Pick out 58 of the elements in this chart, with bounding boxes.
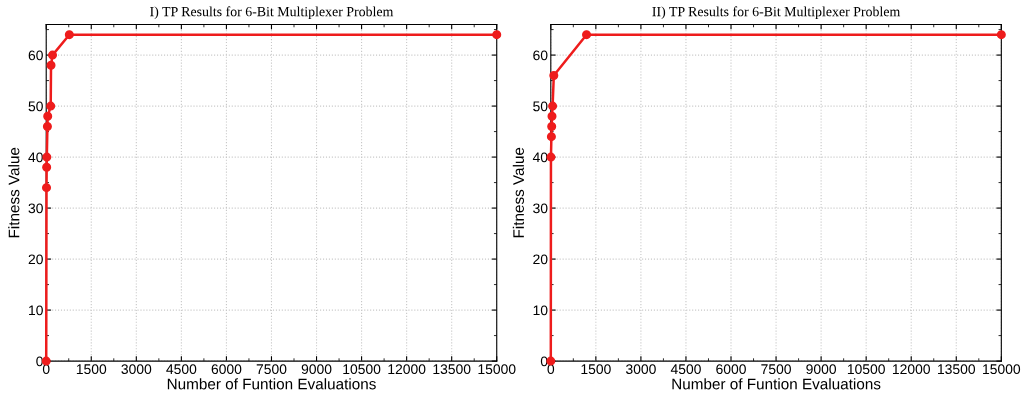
y-tick-label: 60: [28, 50, 43, 61]
point: [996, 30, 1006, 40]
chart-title: II) TP Results for 6-Bit Multiplexer Problem: [652, 6, 901, 20]
x-tick-label: 10500: [343, 364, 381, 375]
y-tick-label: 30: [533, 203, 548, 214]
x-tick-label: 6000: [716, 364, 746, 375]
y-tick-label: 60: [533, 50, 548, 61]
x-tick-label: 9000: [806, 364, 837, 375]
y-tick-label: 0: [540, 356, 548, 367]
y-tick-label: 40: [532, 152, 548, 163]
x-tick-label: 13500: [938, 364, 976, 375]
x-axis-title: Number of Funtion Evaluations: [672, 378, 881, 390]
y-tick-label: 50: [28, 101, 43, 112]
y-axis-title: Fitness Value: [512, 147, 524, 238]
point: [546, 152, 556, 162]
y-tick-label: 40: [28, 152, 43, 163]
y-tick-label: 20: [28, 254, 43, 265]
point: [64, 30, 74, 40]
x-tick-label: 12000: [388, 364, 426, 375]
x-tick-label: 3000: [625, 364, 656, 375]
y-axis-title: Fitness Value: [8, 147, 20, 238]
point: [582, 30, 592, 40]
y-tick-label: 30: [28, 203, 43, 214]
y-tick-label: 20: [533, 254, 548, 265]
point: [48, 50, 58, 60]
y-tick-label: 10: [533, 305, 548, 316]
point: [42, 183, 52, 193]
x-tick-label: 7500: [256, 364, 287, 375]
x-tick-label: 4500: [166, 364, 197, 375]
x-tick-label: 15000: [478, 364, 516, 375]
chart-title: I) TP Results for 6-Bit Multiplexer Problem: [150, 6, 394, 20]
x-tick-label: 13500: [433, 364, 471, 375]
point: [42, 121, 52, 131]
x-tick-label: 6000: [211, 364, 242, 375]
point: [548, 101, 558, 111]
y-tick-label: 50: [533, 101, 548, 112]
x-tick-label: 15000: [983, 364, 1021, 375]
x-tick-label: 0: [42, 364, 50, 375]
point: [42, 162, 52, 172]
x-tick-label: 1500: [581, 364, 611, 375]
point: [547, 121, 557, 131]
x-tick-label: 3000: [121, 364, 152, 375]
point: [42, 152, 52, 162]
x-tick-label: 12000: [892, 364, 930, 375]
point: [46, 60, 56, 70]
point: [547, 111, 557, 121]
x-tick-label: 7500: [761, 364, 791, 375]
y-tick-label: 10: [29, 305, 43, 316]
point: [43, 111, 53, 121]
point: [546, 132, 556, 142]
x-tick-label: 4500: [670, 364, 701, 375]
point: [46, 101, 56, 111]
x-tick-label: 1500: [76, 364, 107, 375]
point: [549, 70, 559, 80]
point: [492, 30, 502, 40]
x-axis-title: Number of Funtion Evaluations: [167, 378, 376, 390]
x-tick-label: 10500: [847, 364, 885, 375]
x-tick-label: 9000: [301, 364, 332, 375]
